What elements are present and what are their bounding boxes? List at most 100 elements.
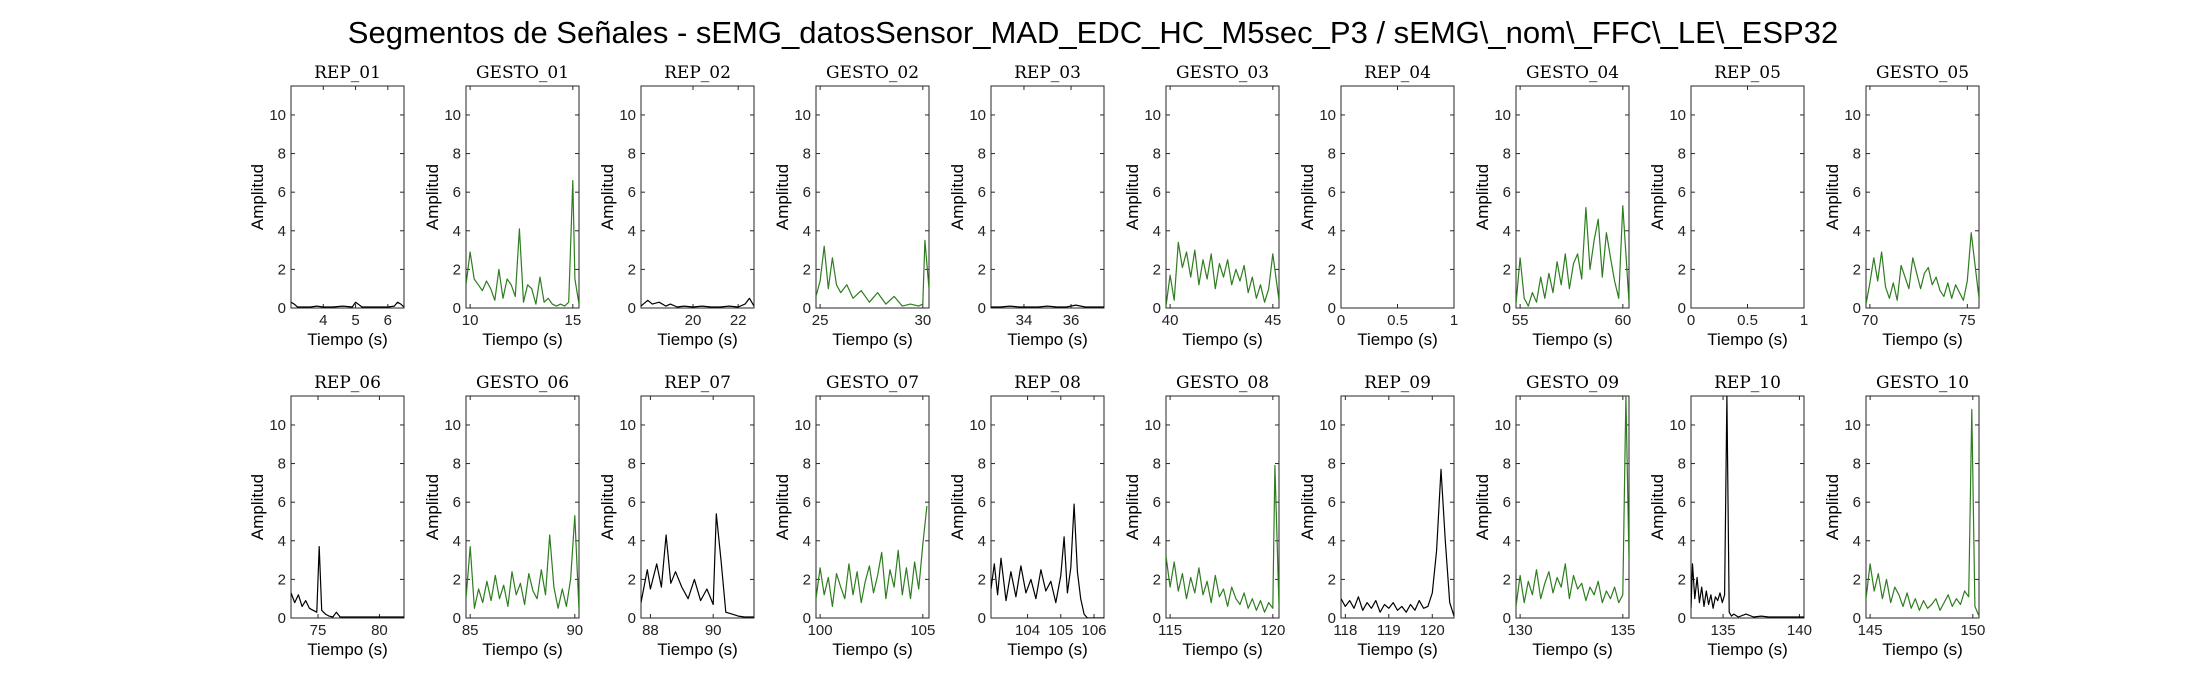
y-tick-label: 6 <box>1153 494 1161 511</box>
x-axis-label: Tiempo (s) <box>1357 330 1438 349</box>
x-tick-label: 10 <box>462 312 479 329</box>
x-axis-label: Tiempo (s) <box>1357 640 1438 659</box>
subplot-title: GESTO_09 <box>1526 373 1619 393</box>
y-tick-label: 6 <box>1678 494 1686 511</box>
y-tick-label: 0 <box>1678 610 1686 627</box>
x-tick-label: 0.5 <box>1387 312 1408 329</box>
x-tick-label: 118 <box>1333 622 1357 639</box>
y-tick-label: 10 <box>1844 417 1861 434</box>
y-tick-label: 2 <box>278 261 286 278</box>
y-tick-label: 10 <box>444 417 461 434</box>
axes-box <box>640 395 755 619</box>
series-line <box>641 297 754 308</box>
subplot-title: REP_06 <box>314 373 381 393</box>
y-tick-label: 8 <box>628 456 636 473</box>
x-tick-label: 106 <box>1082 622 1107 639</box>
y-tick-label: 4 <box>803 533 811 550</box>
axes-box <box>1865 395 1980 619</box>
y-tick-label: 4 <box>278 533 286 550</box>
y-tick-label: 6 <box>453 494 461 511</box>
x-tick-label: 135 <box>1711 622 1736 639</box>
x-tick-label: 5 <box>351 312 359 329</box>
y-tick-label: 10 <box>1494 417 1511 434</box>
y-tick-label: 8 <box>628 146 636 163</box>
subplot-title: REP_04 <box>1364 63 1431 83</box>
x-tick-label: 140 <box>1787 622 1812 639</box>
series-line <box>1691 396 1804 618</box>
y-axis-label: Amplitud <box>423 164 442 230</box>
y-axis-label: Amplitud <box>1823 164 1842 230</box>
subplot-title: REP_01 <box>314 63 381 83</box>
x-tick-label: 55 <box>1512 312 1529 329</box>
y-tick-label: 10 <box>1844 107 1861 124</box>
y-tick-label: 6 <box>1853 494 1861 511</box>
x-tick-label: 150 <box>1960 622 1985 639</box>
x-tick-label: 80 <box>371 622 388 639</box>
subplot-title: REP_05 <box>1714 63 1781 83</box>
axes-box <box>815 85 930 309</box>
x-axis-label: Tiempo (s) <box>1182 640 1263 659</box>
y-tick-label: 2 <box>803 571 811 588</box>
y-tick-label: 0 <box>278 300 286 317</box>
axes-box <box>465 395 580 619</box>
y-tick-label: 6 <box>1328 494 1336 511</box>
y-axis-label: Amplitud <box>598 164 617 230</box>
x-tick-label: 40 <box>1162 312 1179 329</box>
y-tick-label: 4 <box>1328 223 1336 240</box>
y-tick-label: 2 <box>1328 261 1336 278</box>
y-tick-label: 10 <box>1669 107 1686 124</box>
y-tick-label: 0 <box>1503 300 1511 317</box>
x-axis-label: Tiempo (s) <box>307 330 388 349</box>
axes-box <box>1690 85 1805 309</box>
x-tick-label: 105 <box>910 622 935 639</box>
x-tick-label: 120 <box>1260 622 1285 639</box>
y-axis-label: Amplitud <box>1648 164 1667 230</box>
y-axis-label: Amplitud <box>1473 164 1492 230</box>
x-tick-label: 30 <box>914 312 931 329</box>
x-axis-label: Tiempo (s) <box>1007 640 1088 659</box>
x-tick-label: 90 <box>566 622 583 639</box>
y-tick-label: 6 <box>1678 184 1686 201</box>
x-axis-label: Tiempo (s) <box>1882 640 1963 659</box>
subplot-title: GESTO_01 <box>476 63 569 83</box>
y-tick-label: 10 <box>1144 107 1161 124</box>
y-axis-label: Amplitud <box>423 474 442 540</box>
x-tick-label: 34 <box>1016 312 1033 329</box>
y-tick-label: 4 <box>1153 533 1161 550</box>
y-tick-label: 10 <box>969 417 986 434</box>
y-tick-label: 10 <box>1319 107 1336 124</box>
series-line <box>1866 232 1979 305</box>
series-line <box>291 545 404 618</box>
series-line <box>1866 408 1979 617</box>
axes-box <box>990 85 1105 309</box>
x-axis-label: Tiempo (s) <box>1007 330 1088 349</box>
axes-box <box>1340 395 1455 619</box>
y-axis-label: Amplitud <box>1823 474 1842 540</box>
x-tick-label: 36 <box>1063 312 1080 329</box>
axes-box <box>290 395 405 619</box>
y-tick-label: 6 <box>453 184 461 201</box>
subplot-title: REP_07 <box>664 373 731 393</box>
y-tick-label: 0 <box>453 610 461 627</box>
x-axis-label: Tiempo (s) <box>832 640 913 659</box>
x-axis-label: Tiempo (s) <box>1707 330 1788 349</box>
y-tick-label: 0 <box>1853 610 1861 627</box>
series-line <box>816 239 929 307</box>
x-tick-label: 88 <box>642 622 659 639</box>
x-axis-label: Tiempo (s) <box>482 330 563 349</box>
subplot-title: GESTO_02 <box>826 63 919 83</box>
y-tick-label: 4 <box>803 223 811 240</box>
subplot-title: GESTO_05 <box>1876 63 1969 83</box>
y-tick-label: 10 <box>619 107 636 124</box>
y-tick-label: 10 <box>794 107 811 124</box>
series-line <box>641 513 754 618</box>
subplot-title: REP_02 <box>664 63 731 83</box>
